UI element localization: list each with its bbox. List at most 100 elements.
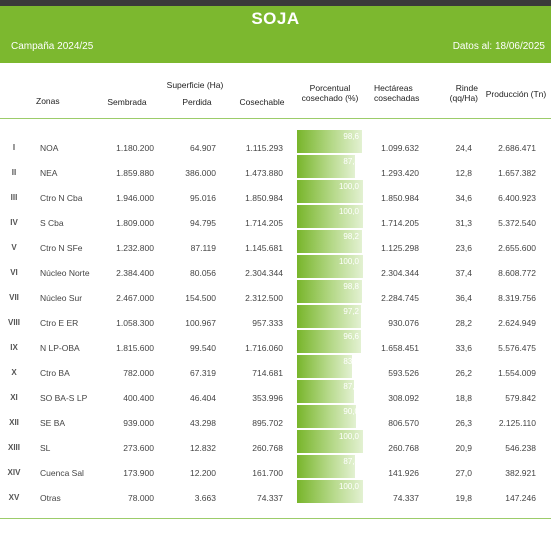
sembrada-value: 1.180.200 bbox=[116, 143, 154, 153]
top-dark-strip bbox=[0, 0, 551, 6]
hectareas-cosechadas-value: 1.125.298 bbox=[381, 243, 419, 253]
table-row: III Ctro N Cba 1.946.000 95.016 1.850.984 100… bbox=[0, 180, 551, 205]
rinde-value: 33,6 bbox=[455, 343, 472, 353]
table-row: IV S Cba 1.809.000 94.795 1.714.205 100,0 1.71… bbox=[0, 205, 551, 230]
zone-number: XIV bbox=[7, 468, 21, 477]
col-rinde-line1: Rinde bbox=[455, 83, 478, 93]
hectareas-cosechadas-value: 141.926 bbox=[388, 468, 419, 478]
zone-name: Núcleo Norte bbox=[40, 268, 90, 278]
cosechable-value: 161.700 bbox=[252, 468, 283, 478]
col-hectareas: Hectáreas cosechadas bbox=[374, 83, 424, 103]
rinde-value: 24,4 bbox=[455, 143, 472, 153]
campaign-label: Campaña 2024/25 bbox=[11, 41, 94, 52]
hectareas-cosechadas-value: 1.099.632 bbox=[381, 143, 419, 153]
perdida-value: 3.663 bbox=[194, 493, 216, 503]
zone-name: Ctro BA bbox=[40, 368, 70, 378]
table-row: XII SE BA 939.000 43.298 895.702 90,0 806.570 2… bbox=[0, 405, 551, 430]
produccion-value: 1.554.009 bbox=[498, 368, 536, 378]
percent-harvested-bar bbox=[297, 430, 363, 453]
zone-number: XI bbox=[10, 393, 18, 402]
perdida-value: 87.119 bbox=[190, 243, 216, 253]
rinde-value: 26,3 bbox=[455, 418, 472, 428]
cosechable-value: 714.681 bbox=[252, 368, 283, 378]
data-date-label: Datos al: 18/06/2025 bbox=[452, 41, 545, 52]
cosechable-value: 1.850.984 bbox=[245, 193, 283, 203]
percent-harvested-value: 100,0 bbox=[338, 257, 359, 266]
produccion-value: 147.246 bbox=[505, 493, 536, 503]
produccion-value: 8.319.756 bbox=[498, 293, 536, 303]
table-row: VI Núcleo Norte 2.384.400 80.056 2.304.344 10… bbox=[0, 255, 551, 280]
zone-name: N LP-OBA bbox=[40, 343, 80, 353]
percent-harvested-bar bbox=[297, 355, 352, 378]
table-row: X Ctro BA 782.000 67.319 714.681 83,0 593.526 2… bbox=[0, 355, 551, 380]
hectareas-cosechadas-value: 1.658.451 bbox=[381, 343, 419, 353]
hectareas-cosechadas-value: 2.304.344 bbox=[381, 268, 419, 278]
col-zonas: Zonas bbox=[36, 96, 60, 106]
hectareas-cosechadas-value: 1.293.420 bbox=[381, 168, 419, 178]
zone-name: SE BA bbox=[40, 418, 66, 428]
cosechable-value: 895.702 bbox=[252, 418, 283, 428]
col-porcentual-line2: cosechado (%) bbox=[301, 93, 359, 103]
zone-name: Ctro N SFe bbox=[40, 243, 83, 253]
cosechable-value: 2.312.500 bbox=[245, 293, 283, 303]
zone-number: I bbox=[12, 143, 16, 152]
percent-harvested-value: 100,0 bbox=[338, 432, 359, 441]
percent-harvested-bar bbox=[297, 205, 363, 228]
percent-harvested-bar bbox=[297, 280, 362, 303]
hectareas-cosechadas-value: 260.768 bbox=[388, 443, 419, 453]
rinde-value: 19,8 bbox=[455, 493, 472, 503]
col-rinde-line2: (qq/Ha) bbox=[449, 93, 478, 103]
zone-name: Ctro N Cba bbox=[40, 193, 83, 203]
percent-harvested-bar bbox=[297, 180, 363, 203]
sembrada-value: 1.946.000 bbox=[116, 193, 154, 203]
col-porcentual-line1: Porcentual bbox=[309, 83, 351, 93]
percent-harvested-value: 98,8 bbox=[343, 282, 359, 291]
cosechable-value: 1.716.060 bbox=[245, 343, 283, 353]
percent-harvested-bar bbox=[297, 405, 356, 428]
percent-harvested-value: 90,0 bbox=[343, 407, 359, 416]
percent-harvested-bar bbox=[297, 380, 354, 403]
percent-harvested-bar bbox=[297, 255, 363, 278]
produccion-value: 2.655.600 bbox=[498, 243, 536, 253]
col-porcentual: Porcentual cosechado (%) bbox=[296, 83, 364, 103]
rinde-value: 12,8 bbox=[455, 168, 472, 178]
perdida-value: 386.000 bbox=[185, 168, 216, 178]
col-sembrada: Sembrada bbox=[107, 97, 147, 107]
perdida-value: 100.967 bbox=[185, 318, 216, 328]
zone-name: Núcleo Sur bbox=[40, 293, 83, 303]
hectareas-cosechadas-value: 593.526 bbox=[388, 368, 419, 378]
cosechable-value: 2.304.344 bbox=[245, 268, 283, 278]
perdida-value: 43.298 bbox=[190, 418, 216, 428]
percent-harvested-value: 100,0 bbox=[338, 207, 359, 216]
zone-name: NOA bbox=[40, 143, 59, 153]
perdida-value: 80.056 bbox=[190, 268, 216, 278]
rinde-value: 28,2 bbox=[455, 318, 472, 328]
cosechable-value: 260.768 bbox=[252, 443, 283, 453]
sembrada-value: 1.859.880 bbox=[116, 168, 154, 178]
hectareas-cosechadas-value: 806.570 bbox=[388, 418, 419, 428]
produccion-value: 2.125.110 bbox=[498, 418, 536, 428]
table-row: XV Otras 78.000 3.663 74.337 100,0 74.337 19,8 1… bbox=[0, 480, 551, 505]
produccion-value: 5.372.540 bbox=[498, 218, 536, 228]
zone-number: VII bbox=[9, 293, 19, 302]
zone-number: II bbox=[11, 168, 17, 177]
rinde-value: 34,6 bbox=[455, 193, 472, 203]
percent-harvested-value: 100,0 bbox=[338, 182, 359, 191]
sembrada-value: 78.000 bbox=[128, 493, 154, 503]
zone-number: IX bbox=[10, 343, 18, 352]
zone-number: III bbox=[10, 193, 18, 202]
percent-harvested-value: 96,6 bbox=[343, 332, 359, 341]
hectareas-cosechadas-value: 1.850.984 bbox=[381, 193, 419, 203]
produccion-value: 8.608.772 bbox=[498, 268, 536, 278]
zone-name: Otras bbox=[40, 493, 61, 503]
perdida-value: 99.540 bbox=[190, 343, 216, 353]
perdida-value: 64.907 bbox=[190, 143, 216, 153]
sembrada-value: 173.900 bbox=[123, 468, 154, 478]
perdida-value: 12.200 bbox=[190, 468, 216, 478]
perdida-value: 95.016 bbox=[190, 193, 216, 203]
col-produccion: Producción (Tn) bbox=[485, 89, 547, 99]
sembrada-value: 2.467.000 bbox=[116, 293, 154, 303]
sembrada-value: 2.384.400 bbox=[116, 268, 154, 278]
zone-name: SO BA-S LP bbox=[40, 393, 88, 403]
produccion-value: 6.400.923 bbox=[498, 193, 536, 203]
